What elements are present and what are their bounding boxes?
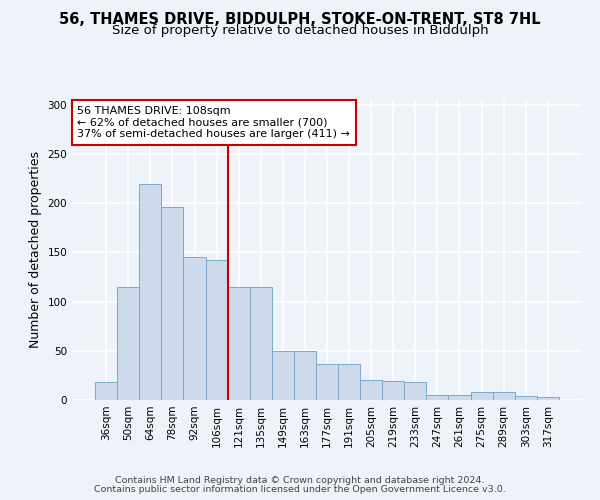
- Text: Contains public sector information licensed under the Open Government Licence v3: Contains public sector information licen…: [94, 485, 506, 494]
- Bar: [427, 395, 448, 400]
- Text: Contains HM Land Registry data © Crown copyright and database right 2024.: Contains HM Land Registry data © Crown c…: [115, 476, 485, 485]
- Bar: [515, 396, 537, 400]
- Bar: [95, 382, 117, 400]
- Bar: [117, 287, 139, 400]
- Bar: [338, 364, 360, 400]
- Text: Size of property relative to detached houses in Biddulph: Size of property relative to detached ho…: [112, 24, 488, 37]
- Y-axis label: Number of detached properties: Number of detached properties: [29, 152, 42, 348]
- Bar: [537, 397, 559, 400]
- Bar: [404, 382, 427, 400]
- Bar: [272, 351, 294, 400]
- Bar: [250, 287, 272, 400]
- Bar: [294, 351, 316, 400]
- Text: 56, THAMES DRIVE, BIDDULPH, STOKE-ON-TRENT, ST8 7HL: 56, THAMES DRIVE, BIDDULPH, STOKE-ON-TRE…: [59, 12, 541, 28]
- Bar: [382, 382, 404, 400]
- Bar: [360, 380, 382, 400]
- Bar: [139, 184, 161, 400]
- Bar: [161, 207, 184, 400]
- Bar: [206, 260, 227, 400]
- Bar: [493, 392, 515, 400]
- Bar: [448, 395, 470, 400]
- Text: 56 THAMES DRIVE: 108sqm
← 62% of detached houses are smaller (700)
37% of semi-d: 56 THAMES DRIVE: 108sqm ← 62% of detache…: [77, 106, 350, 139]
- Bar: [184, 258, 206, 400]
- Bar: [227, 287, 250, 400]
- Bar: [316, 364, 338, 400]
- Bar: [470, 392, 493, 400]
